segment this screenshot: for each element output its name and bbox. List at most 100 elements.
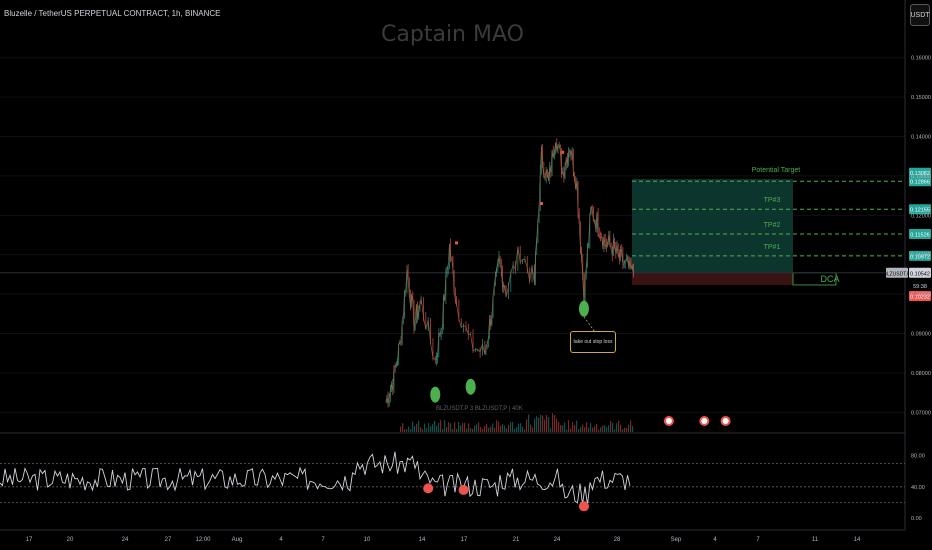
- volume-bar: [562, 425, 564, 432]
- volume-bar: [612, 422, 614, 432]
- volume-bar: [440, 420, 442, 432]
- volume-bar: [478, 422, 480, 432]
- volume-bar: [506, 428, 508, 432]
- volume-bar: [436, 426, 438, 432]
- volume-bar: [552, 413, 554, 432]
- currency-button[interactable]: USDT: [910, 4, 930, 26]
- tp-axis-label: 0.11526: [910, 232, 929, 238]
- volume-bar: [570, 428, 572, 432]
- buy-signal-circle: [430, 386, 441, 403]
- volume-bar: [564, 422, 566, 432]
- volume-bar: [604, 425, 606, 432]
- volume-bar: [408, 426, 410, 432]
- volume-bar: [534, 418, 536, 432]
- dca-zone: [632, 272, 793, 285]
- volume-bar: [448, 422, 450, 432]
- volume-bar: [556, 418, 558, 432]
- volume-bar: [572, 422, 574, 432]
- volume-bar: [438, 422, 440, 432]
- time-tick-label: 4: [279, 537, 283, 543]
- volume-bar: [544, 419, 546, 432]
- volume-bar: [474, 425, 476, 432]
- time-tick-label: 10: [364, 537, 371, 543]
- volume-bar: [492, 423, 494, 432]
- volume-bar: [628, 424, 630, 432]
- volume-bar: [420, 427, 422, 432]
- volume-bar: [456, 428, 458, 432]
- note-connector: [583, 316, 595, 332]
- volume-bar: [626, 428, 628, 432]
- volume-bar: [608, 425, 610, 432]
- volume-bar: [510, 421, 512, 432]
- volume-bar: [536, 416, 538, 432]
- volume-bar: [624, 427, 626, 432]
- price-tick-label: 0.11000: [911, 253, 930, 259]
- volume-bar: [526, 419, 528, 432]
- time-tick-label: 7: [756, 537, 760, 543]
- time-tick-label: Sep: [671, 537, 682, 543]
- volume-bar: [550, 428, 552, 432]
- volume-bar: [546, 414, 548, 432]
- tp-axis-badge: [909, 228, 931, 239]
- volume-bar: [466, 428, 468, 432]
- volume-bar: [498, 421, 500, 432]
- volume-bar: [490, 426, 492, 432]
- volume-bar: [522, 426, 524, 432]
- price-tick-label: 0.08000: [911, 371, 931, 377]
- volume-bar: [404, 429, 406, 432]
- volume-bar: [480, 427, 482, 432]
- buy-signal-circle: [578, 300, 589, 317]
- volume-bar: [496, 420, 498, 432]
- time-tick-label: 20: [67, 537, 74, 543]
- chart-title: Bluzelle / TetherUS PERPETUAL CONTRACT, …: [4, 9, 221, 18]
- tp-level-label: TP#3: [764, 197, 781, 204]
- volume-bar: [596, 423, 598, 432]
- volume-bar: [434, 420, 436, 432]
- volume-bar: [494, 427, 496, 432]
- volume-bar: [508, 424, 510, 432]
- volume-bar: [516, 427, 518, 432]
- time-tick-label: 24: [122, 537, 129, 543]
- volume-bar: [482, 428, 484, 432]
- oscillator-line: [0, 451, 631, 505]
- volume-bar: [452, 429, 454, 432]
- volume-bar: [554, 415, 556, 432]
- osc-tick-label: 0.00: [911, 516, 922, 522]
- countdown-label: 59:38: [913, 284, 927, 290]
- stop-axis-label: 0.10232: [910, 294, 930, 300]
- time-tick-label: 14: [419, 537, 426, 543]
- volume-bar: [446, 427, 448, 432]
- time-tick-label: 4: [713, 537, 717, 543]
- time-tick-label: 12:00: [195, 537, 211, 543]
- tp-axis-label: 0.12866: [910, 180, 930, 186]
- volume-bar: [422, 429, 424, 432]
- volume-bar: [574, 425, 576, 432]
- volume-bar: [512, 422, 514, 432]
- volume-bar: [418, 420, 420, 432]
- volume-bar: [464, 422, 466, 432]
- potential-target-label: Potential Target: [752, 167, 801, 174]
- time-tick-label: 24: [554, 537, 561, 543]
- time-tick-label: 14: [854, 537, 861, 543]
- price-tick-label: 0.07000: [911, 410, 931, 416]
- time-tick-label: 28: [614, 537, 621, 543]
- dca-label: DCA: [820, 274, 839, 284]
- stop-axis-badge: [909, 290, 931, 301]
- volume-bar: [454, 422, 456, 432]
- volume-bar: [518, 423, 520, 432]
- price-tick-label: 0.12000: [911, 213, 931, 219]
- volume-bar: [630, 420, 632, 432]
- osc-signal-marker: [458, 484, 469, 495]
- volume-bar: [416, 423, 418, 432]
- volume-bar: [476, 424, 478, 432]
- volume-bar: [598, 429, 600, 432]
- volume-bar: [462, 423, 464, 432]
- volume-bar: [586, 422, 588, 432]
- volume-overlay-text: BLZUSDT.P 3 BLZUSDT.P | 40K: [436, 406, 523, 412]
- volume-bar: [622, 428, 624, 432]
- buy-signal-circle: [465, 378, 476, 395]
- volume-bar: [470, 427, 472, 432]
- volume-bar: [444, 420, 446, 432]
- volume-bar: [590, 423, 592, 432]
